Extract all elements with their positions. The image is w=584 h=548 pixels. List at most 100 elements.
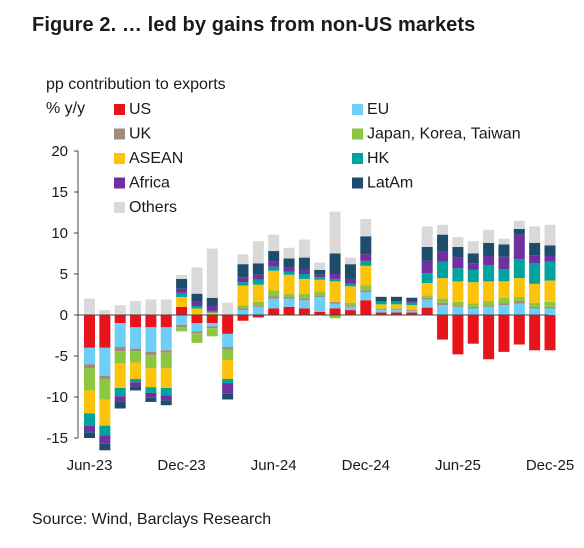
bar-segment-eu: [191, 323, 203, 332]
bar-segment-africa: [437, 251, 449, 262]
legend-label-uk: UK: [129, 126, 152, 143]
bar-segment-us: [529, 315, 541, 351]
bar-segment-japan-korea-taiwan: [483, 301, 495, 306]
bar-segment-africa: [467, 263, 479, 270]
bar-segment-hk: [268, 266, 280, 271]
bar-segment-others: [513, 220, 525, 229]
x-tick-label: Jun-25: [435, 457, 481, 474]
bar-segment-hk: [84, 413, 95, 426]
bar-segment-latam: [344, 264, 356, 279]
bar-segment-asean: [237, 285, 249, 306]
bar-segment-hk: [421, 273, 433, 284]
legend-swatch-asean: [114, 153, 125, 164]
bar-segment-japan-korea-taiwan: [84, 368, 95, 391]
bar-segment-hk: [544, 261, 556, 281]
legend-swatch-others: [114, 202, 125, 213]
bar-segment-africa: [145, 392, 157, 398]
bar-segment-others: [130, 301, 142, 315]
bar-segment-hk: [298, 274, 310, 279]
bar-segment-eu: [360, 292, 372, 301]
bar-segment-hk: [513, 259, 525, 279]
legend-swatch-hk: [352, 153, 363, 164]
bar-segment-latam: [513, 228, 525, 235]
bar-segment-asean: [222, 360, 234, 379]
bar-segment-others: [391, 296, 402, 297]
bar-segment-asean: [437, 278, 449, 299]
bar-segment-africa: [99, 435, 111, 444]
bar-segment-uk: [283, 296, 295, 299]
bar-segment-eu: [222, 333, 234, 347]
bar-segment-us: [237, 315, 249, 321]
bar-segment-others: [222, 302, 234, 315]
bar-segment-eu: [467, 308, 479, 315]
bar-segment-others: [437, 224, 449, 235]
bar-segment-africa: [314, 274, 326, 278]
legend-swatch-latam: [352, 177, 363, 189]
bar-segment-eu: [176, 315, 188, 325]
bar-segment-us: [483, 315, 495, 360]
bar-segment-uk: [329, 301, 341, 304]
bar-segment-japan-korea-taiwan: [268, 290, 280, 297]
bar-segment-us: [360, 300, 372, 315]
bar-segment-japan-korea-taiwan: [467, 303, 479, 307]
bar-segment-uk: [114, 346, 126, 352]
bar-segment-us: [513, 315, 525, 345]
bar-segment-asean: [191, 308, 203, 315]
y-tick-label: 0: [60, 307, 68, 324]
bar-segment-eu: [114, 323, 126, 347]
bar-segment-others: [283, 247, 295, 259]
bar-segment-africa: [298, 269, 310, 274]
bar-segment-others: [160, 299, 172, 315]
bar-segment-others: [99, 310, 111, 315]
figure-title: Figure 2. … led by gains from non-US mar…: [32, 14, 476, 36]
legend-label-japan-korea-taiwan: Japan, Korea, Taiwan: [367, 126, 521, 143]
bar-segment-us: [283, 306, 295, 315]
source-note: Source: Wind, Barclays Research: [32, 511, 272, 528]
bar-segment-us: [252, 315, 264, 318]
bar-segment-asean: [99, 399, 111, 426]
bar-segment-japan-korea-taiwan: [114, 351, 126, 364]
bar-segment-asean: [498, 281, 510, 298]
bar-segment-uk: [391, 309, 402, 311]
bar-segment-hk: [375, 301, 387, 305]
bar-segment-hk: [406, 302, 418, 306]
bar-segment-latam: [206, 297, 218, 306]
y-tick-label: 5: [60, 266, 68, 283]
bar-segment-eu: [421, 299, 433, 308]
bar-segment-us: [437, 315, 449, 340]
bar-segment-latam: [483, 242, 495, 256]
bar-segment-uk: [513, 301, 525, 304]
bar-segment-eu: [237, 310, 249, 315]
bar-segment-asean: [252, 284, 264, 302]
bar-segment-eu: [252, 306, 264, 315]
x-tick-label: Dec-23: [157, 457, 205, 474]
bar-segment-eu: [329, 303, 341, 309]
bar-segment-japan-korea-taiwan: [206, 328, 218, 337]
bar-segment-eu: [99, 347, 111, 376]
bar-segment-others: [206, 248, 218, 298]
legend-swatch-africa: [114, 177, 125, 189]
bar-segment-asean: [176, 296, 188, 307]
bar-segment-japan-korea-taiwan: [498, 297, 510, 304]
bar-segment-others: [344, 257, 356, 265]
legend-label-latam: LatAm: [367, 175, 413, 192]
bar-segment-uk: [467, 306, 479, 309]
bars-layer: [84, 211, 556, 451]
bar-segment-hk: [437, 261, 449, 279]
bar-segment-us: [391, 312, 402, 315]
bar-segment-africa: [160, 395, 172, 401]
bar-segment-asean: [513, 278, 525, 297]
bar-segment-africa: [222, 383, 234, 394]
legend-label-asean: ASEAN: [129, 150, 183, 167]
bar-segment-latam: [467, 253, 479, 264]
legend-swatch-japan-korea-taiwan: [352, 128, 363, 140]
bar-segment-asean: [314, 279, 326, 292]
bar-segment-africa: [329, 274, 341, 279]
bar-segment-hk: [237, 282, 249, 286]
bar-segment-others: [145, 299, 157, 315]
bar-segment-africa: [483, 255, 495, 265]
bar-segment-hk: [344, 283, 356, 287]
bar-segment-japan-korea-taiwan: [421, 295, 433, 298]
legend-label-us: US: [129, 101, 151, 118]
bar-segment-others: [452, 237, 464, 247]
